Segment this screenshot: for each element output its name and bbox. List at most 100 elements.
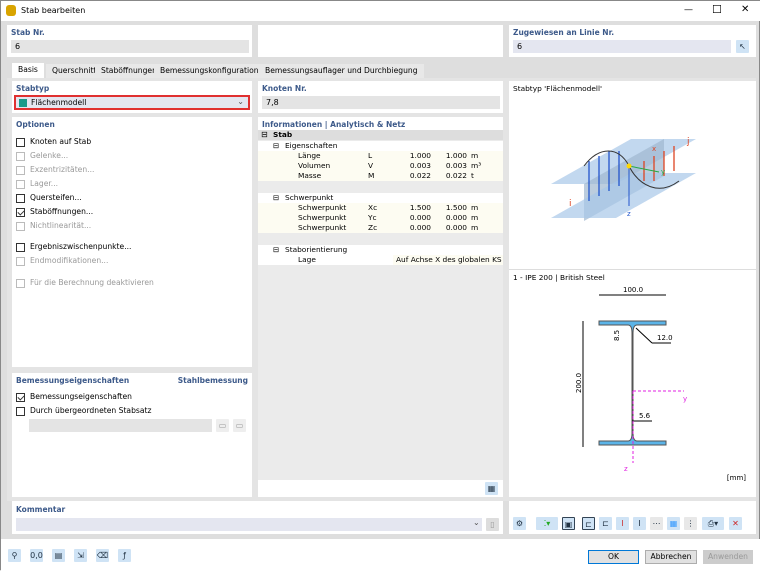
grid-icon[interactable]: ▦ bbox=[667, 517, 680, 530]
group-label: Staborientierung bbox=[285, 245, 348, 254]
ibeam-red-icon[interactable]: I bbox=[616, 517, 629, 530]
tree-group[interactable]: ⊟ Eigenschaften bbox=[258, 141, 503, 151]
view-options-icon[interactable]: ⚙ bbox=[513, 517, 526, 530]
collapse-icon[interactable]: ⊟ bbox=[261, 130, 268, 139]
frame-icon[interactable]: ▣ bbox=[562, 517, 575, 530]
new-stabsatz-icon: ▭ bbox=[216, 419, 229, 432]
option-label: Nichtlinearität... bbox=[30, 221, 92, 230]
cell-name: Volumen bbox=[298, 161, 331, 170]
cell-unit: m bbox=[471, 203, 479, 212]
option-5[interactable]: Staböffnungen... bbox=[16, 206, 93, 218]
pick-line-icon[interactable]: ↖ bbox=[736, 40, 749, 53]
tab-querschnitt[interactable]: Querschnitt bbox=[46, 64, 103, 78]
chevron-down-icon[interactable]: ⌄ bbox=[473, 518, 480, 527]
collapse-icon[interactable]: ⊟ bbox=[273, 141, 280, 150]
stabtyp-select[interactable]: Flächenmodell ⌄ bbox=[14, 95, 250, 110]
collapse-icon[interactable]: ⊟ bbox=[273, 193, 280, 202]
cell-value-2: 0.000 bbox=[445, 223, 467, 232]
cell-value-2: 0.022 bbox=[445, 171, 467, 180]
cell-value-2: 0.000 bbox=[445, 213, 467, 222]
ok-button[interactable]: OK bbox=[588, 550, 639, 564]
tree-group[interactable]: ⊟ Staborientierung bbox=[258, 245, 503, 255]
app-icon bbox=[6, 5, 16, 16]
option-label: Endmodifikationen... bbox=[30, 256, 109, 265]
tab-bemessungsauflager[interactable]: Bemessungsauflager und Durchbiegung bbox=[259, 64, 424, 78]
checkbox-stabsatz[interactable]: Durch übergeordneten Stabsatz bbox=[16, 405, 151, 417]
option-6: Nichtlinearität... bbox=[16, 220, 91, 232]
node-j-label: j bbox=[686, 137, 690, 147]
cell-name: Schwerpunkt bbox=[298, 223, 347, 232]
stab-nr-field[interactable]: 6 bbox=[11, 40, 249, 53]
option-label: Quersteifen... bbox=[30, 193, 82, 202]
ruler-icon[interactable]: ⋮ bbox=[684, 517, 697, 530]
stabtyp-color-swatch bbox=[19, 99, 27, 107]
option-3: Lager... bbox=[16, 178, 58, 190]
cell-value-1: 0.000 bbox=[409, 213, 431, 222]
cell-name: Lage bbox=[298, 255, 316, 264]
units-icon[interactable]: 0,0 bbox=[30, 549, 43, 562]
tab-staboeffnungen[interactable]: Staböffnungen bbox=[95, 64, 163, 78]
cell-value-2: 1.500 bbox=[445, 203, 467, 212]
checkbox-label: Bemessungseigenschaften bbox=[30, 392, 132, 401]
dimension-icon[interactable]: ⊏ bbox=[582, 517, 595, 530]
table-row: Schwerpunkt Zc 0.000 0.000 m bbox=[258, 223, 503, 233]
section-dim-icon[interactable]: ⊏ bbox=[599, 517, 612, 530]
cell-name: Masse bbox=[298, 171, 322, 180]
table-row: Volumen V 0.003 0.003 m³ bbox=[258, 161, 503, 171]
tree-root-row[interactable]: ⊟ Stab bbox=[258, 130, 503, 140]
checkbox[interactable] bbox=[16, 242, 25, 252]
model-icon[interactable]: ⇲ bbox=[74, 549, 87, 562]
table-row: Masse M 0.022 0.022 t bbox=[258, 171, 503, 181]
radius-label: 12.0 bbox=[657, 334, 673, 342]
minimize-button[interactable]: — bbox=[684, 5, 693, 15]
search-icon[interactable]: ⚲ bbox=[8, 549, 21, 562]
checkbox[interactable] bbox=[16, 137, 25, 147]
checkbox-bemessungseigenschaften[interactable]: Bemessungseigenschaften bbox=[16, 391, 132, 403]
zugewiesen-field[interactable]: 6 bbox=[513, 40, 731, 53]
cell-value-2: 0.003 bbox=[445, 161, 467, 170]
points-icon[interactable]: ⁚▾ bbox=[536, 517, 558, 530]
table-export-icon[interactable]: ▦ bbox=[485, 482, 498, 495]
comment-library-icon[interactable]: ▯ bbox=[486, 518, 499, 531]
checkbox[interactable] bbox=[16, 392, 25, 402]
checkbox[interactable] bbox=[16, 406, 25, 416]
maximize-button[interactable]: ☐ bbox=[712, 3, 722, 16]
checkbox bbox=[16, 221, 25, 231]
collapse-icon[interactable]: ⊟ bbox=[273, 245, 280, 254]
option-4[interactable]: Quersteifen... bbox=[16, 192, 82, 204]
checkbox[interactable] bbox=[16, 193, 25, 203]
knoten-field[interactable]: 7,8 bbox=[262, 96, 500, 109]
cross-section-view: 100.0 200.0 8.5 12.0 5.6 y z bbox=[575, 286, 687, 473]
delete-icon[interactable]: ⌫ bbox=[96, 549, 109, 562]
tab-bemessungskonfigurationen[interactable]: Bemessungskonfigurationen bbox=[154, 64, 275, 78]
cancel-button[interactable]: Abbrechen bbox=[645, 550, 697, 564]
tab-basis[interactable]: Basis bbox=[12, 63, 44, 78]
apply-button[interactable]: Anwenden bbox=[703, 550, 753, 564]
stress-points-icon[interactable]: ⋯ bbox=[650, 517, 663, 530]
ibeam-icon[interactable]: I bbox=[633, 517, 646, 530]
unit-label: [mm] bbox=[726, 474, 746, 482]
formula-icon[interactable]: ƒ bbox=[118, 549, 131, 562]
flange-thickness-label: 8.5 bbox=[613, 330, 621, 341]
cell-value: Auf Achse X des globalen KS bbox=[393, 255, 503, 265]
reset-view-icon[interactable]: ✕ bbox=[729, 517, 742, 530]
cell-symbol: M bbox=[368, 171, 375, 180]
kommentar-input[interactable] bbox=[16, 518, 482, 531]
table-row: Lage Auf Achse X des globalen KS bbox=[258, 255, 503, 265]
cell-symbol: Yc bbox=[368, 213, 377, 222]
group-label: Eigenschaften bbox=[285, 141, 338, 150]
cell-value-1: 1.500 bbox=[409, 203, 431, 212]
checkbox bbox=[16, 278, 25, 288]
section-title: 1 - IPE 200 | British Steel bbox=[513, 273, 605, 282]
print-icon[interactable]: ⎙▾ bbox=[702, 517, 724, 530]
cell-symbol: Zc bbox=[368, 223, 378, 232]
option-7[interactable]: Ergebniszwischenpunkte... bbox=[16, 241, 131, 253]
option-0[interactable]: Knoten auf Stab bbox=[16, 136, 91, 148]
tree-group[interactable]: ⊟ Schwerpunkt bbox=[258, 193, 503, 203]
stress-red bbox=[643, 146, 675, 181]
centroid bbox=[626, 163, 632, 169]
chevron-down-icon: ⌄ bbox=[237, 97, 244, 106]
checkbox[interactable] bbox=[16, 207, 25, 217]
color-icon[interactable]: ▤ bbox=[52, 549, 65, 562]
close-button[interactable]: ✕ bbox=[741, 4, 750, 15]
